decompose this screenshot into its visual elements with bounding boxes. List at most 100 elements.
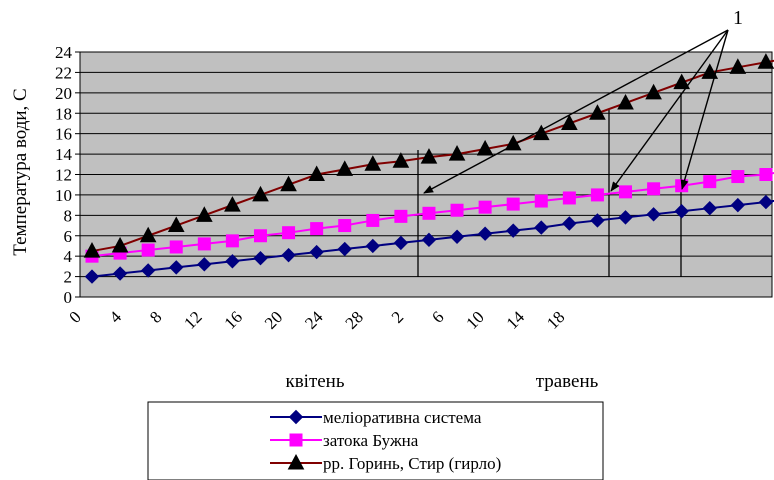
data-point-triangle (617, 93, 634, 110)
data-point-diamond (646, 207, 661, 222)
data-point-triangle (195, 206, 213, 222)
data-point-triangle (83, 242, 101, 258)
data-point-square (759, 168, 773, 181)
data-point-square (141, 243, 155, 257)
series-3 (83, 53, 774, 258)
y-tick-label: 2 (64, 268, 73, 287)
data-point-diamond (421, 232, 437, 248)
month-label-april: квітень (285, 371, 344, 392)
legend-marker (289, 433, 303, 447)
data-point-triangle (448, 145, 466, 161)
data-point-diamond (169, 260, 184, 275)
legend-marker (287, 453, 305, 470)
annotation-arrow (423, 29, 729, 194)
month-label-may: травень (536, 371, 599, 392)
data-point-triangle (476, 139, 494, 156)
data-point-triangle (701, 63, 719, 79)
data-point-square (310, 222, 324, 236)
data-point-square (197, 237, 211, 251)
y-tick-label: 8 (64, 206, 73, 225)
y-tick-label: 14 (55, 145, 73, 164)
data-point-square (675, 179, 689, 193)
legend-label: меліоративна система (323, 408, 482, 427)
data-point-diamond (674, 204, 689, 219)
x-tick-label: 10 (462, 307, 487, 332)
data-point-square (169, 240, 183, 254)
data-point-square (253, 229, 267, 243)
data-point-triangle (645, 83, 662, 100)
data-point-diamond (393, 235, 409, 251)
annotation-arrow (610, 29, 729, 192)
data-point-diamond (505, 223, 521, 238)
data-point-diamond (337, 241, 352, 257)
data-point-triangle (729, 58, 747, 74)
data-point-triangle (280, 175, 297, 192)
x-tick-labels: 0 4 8 12 16 20 24 28 2 6 10 14 18 (65, 307, 568, 333)
data-series (83, 53, 774, 284)
data-point-square (282, 226, 296, 240)
x-tick-label: 20 (261, 307, 286, 332)
data-point-square (534, 194, 548, 208)
data-point-diamond (253, 251, 268, 266)
annotation-label: 1 (733, 7, 743, 29)
data-point-square (506, 197, 520, 211)
series-1 (84, 194, 774, 284)
data-point-triangle (673, 73, 691, 90)
x-tick-label: 18 (543, 307, 568, 332)
x-tick-label: 0 (65, 307, 84, 326)
data-point-square (394, 209, 408, 223)
data-point-triangle (757, 53, 774, 69)
data-point-triangle (224, 196, 241, 212)
data-point-square (338, 219, 352, 233)
y-tick-label: 22 (55, 63, 72, 82)
y-tick-label: 16 (55, 125, 72, 144)
data-point-square (225, 234, 239, 248)
legend-label: затока Бужна (323, 431, 419, 450)
y-tick-label: 0 (64, 288, 73, 307)
y-tick-label: 4 (64, 247, 73, 266)
data-point-square (647, 182, 661, 196)
data-point-square (450, 203, 464, 217)
legend-box (147, 401, 604, 480)
y-tick-label: 10 (55, 186, 72, 205)
x-tick-label: 4 (106, 307, 126, 327)
data-point-triangle (252, 185, 269, 202)
data-point-diamond (702, 200, 717, 216)
y-tick-label: 18 (55, 104, 72, 123)
data-point-diamond (590, 213, 605, 228)
data-point-diamond (281, 247, 296, 263)
annotation-arrows (423, 29, 729, 194)
data-point-triangle (308, 165, 325, 181)
data-point-diamond (140, 263, 156, 278)
data-point-square (422, 206, 436, 220)
y-tick-label: 6 (64, 227, 73, 246)
data-point-square (478, 200, 492, 214)
x-tick-label: 6 (428, 307, 447, 326)
data-point-diamond (534, 220, 549, 235)
data-point-diamond (84, 269, 100, 284)
data-point-diamond (309, 244, 324, 260)
x-tick-label: 12 (180, 307, 205, 332)
data-point-square (619, 185, 633, 199)
x-tick-label: 24 (301, 307, 327, 333)
data-point-triangle (561, 114, 578, 130)
data-point-diamond (618, 210, 633, 225)
data-point-diamond (365, 238, 381, 254)
data-point-square (562, 191, 576, 205)
series-2 (85, 168, 774, 263)
x-tick-label: 2 (388, 307, 407, 326)
data-point-diamond (562, 216, 577, 231)
data-point-diamond (730, 197, 746, 213)
legend-label: рр. Горинь, Стир (гирло) (323, 454, 501, 473)
x-tick-label: 8 (146, 307, 165, 326)
data-point-diamond (477, 226, 493, 241)
data-point-triangle (364, 155, 382, 171)
data-point-triangle (392, 152, 410, 168)
x-tick-label: 28 (341, 307, 366, 332)
data-point-triangle (167, 216, 185, 233)
data-point-triangle (139, 226, 157, 243)
data-point-diamond (449, 229, 465, 244)
data-point-triangle (336, 160, 354, 176)
data-point-triangle (111, 236, 129, 253)
